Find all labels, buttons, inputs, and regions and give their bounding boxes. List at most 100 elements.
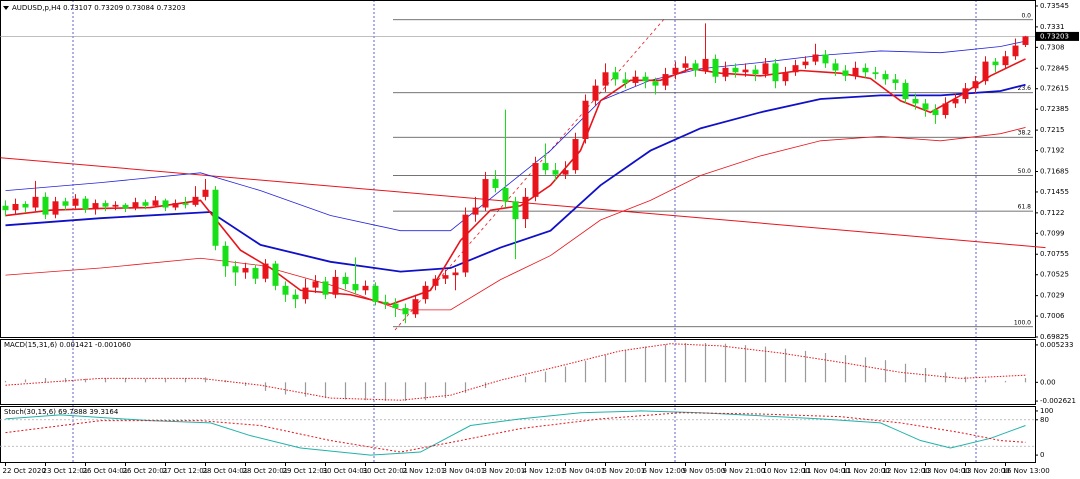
last-price-label: 0.73203	[1040, 32, 1069, 40]
x-tick-label: 13 Nov 20:00	[963, 467, 1010, 475]
candle-body	[12, 203, 19, 211]
candle-body	[442, 275, 449, 279]
y-tick-label: 0.71685	[1040, 167, 1069, 175]
candle-body	[882, 74, 889, 80]
candle-body	[272, 263, 279, 286]
menu-arrow[interactable]	[3, 6, 9, 10]
x-tick-label: 22 Oct 2020	[3, 467, 46, 475]
x-tick-label: 11 Nov 04:00	[803, 467, 850, 475]
x-tick-label: 29 Oct 12:01	[283, 467, 329, 475]
x-tick-label: 3 Nov 20:01	[483, 467, 526, 475]
candle-body	[1012, 45, 1019, 57]
x-tick-label: 30 Oct 04:01	[323, 467, 369, 475]
stoch-line	[5, 412, 1026, 453]
candle-body	[1022, 36, 1029, 45]
candle-body	[322, 281, 329, 295]
chart-title: AUDUSD,p,H4 0.73107 0.73209 0.73084 0.73…	[12, 4, 186, 12]
y-tick-label: 0.7122	[1040, 209, 1065, 217]
candle-body	[252, 268, 259, 279]
candle-body	[2, 205, 9, 211]
candle-body	[422, 285, 429, 300]
candle-body	[72, 198, 79, 206]
candle-body	[342, 276, 349, 285]
y-tick-label: 0.71455	[1040, 188, 1069, 196]
candle-body	[482, 179, 489, 208]
candle-body	[952, 98, 959, 104]
pane-borders	[0, 0, 1036, 463]
candle-body	[942, 103, 949, 115]
x-tick-label: 9 Nov 05:00	[683, 467, 726, 475]
candle-body	[232, 266, 239, 273]
y-tick-label: 0	[1040, 451, 1044, 459]
candle-body	[152, 200, 159, 206]
candle-body	[352, 284, 359, 291]
y-tick-label: 0.70755	[1040, 250, 1069, 258]
candle-body	[712, 58, 719, 77]
fib-label: 100.0	[1014, 319, 1031, 326]
y-tick-label: 0.69825	[1040, 333, 1069, 341]
candle-body	[302, 287, 309, 300]
y-tick-label: 0.73545	[1040, 2, 1069, 10]
x-tick-label: 23 Oct 12:01	[43, 467, 89, 475]
candle-body	[312, 281, 319, 288]
candle-body	[982, 61, 989, 82]
y-tick-label: 0.005233	[1040, 341, 1073, 349]
candle-body	[592, 85, 599, 101]
candle-body	[402, 308, 409, 315]
candle-body	[862, 67, 869, 73]
y-tick-label: 0.7331	[1040, 23, 1065, 31]
fib-label: 38.2	[1018, 130, 1032, 137]
x-tick-label: 9 Nov 21:00	[723, 467, 766, 475]
candle-body	[832, 63, 839, 71]
candle-body	[502, 187, 509, 202]
candle-body	[702, 58, 709, 71]
y-tick-label: 0.7029	[1040, 292, 1065, 300]
x-tick-label: 5 Nov 04:01	[563, 467, 606, 475]
candle-body	[812, 54, 819, 62]
candle-body	[132, 202, 139, 209]
candle-body	[182, 203, 189, 205]
y-tick-label: -0.002621	[1040, 397, 1076, 405]
y-tick-label: 80	[1040, 416, 1049, 424]
x-tick-label: 6 Nov 12:00	[643, 467, 686, 475]
candle-body	[852, 67, 859, 76]
candle-body	[162, 200, 169, 208]
candle-body	[792, 65, 799, 73]
candle-body	[992, 61, 999, 66]
x-tick-label: 4 Nov 12:01	[523, 467, 566, 475]
candle-body	[612, 72, 619, 80]
x-tick-label: 28 Oct 04:01	[203, 467, 249, 475]
candle-body	[22, 203, 29, 208]
candle-body	[292, 294, 299, 300]
y-tick-label: 100	[1040, 407, 1053, 415]
y-tick-label: 0.72845	[1040, 64, 1069, 72]
candle-body	[762, 63, 769, 75]
candle-body	[752, 69, 759, 75]
candle-body	[242, 268, 249, 273]
fib-label: 0.0	[1021, 12, 1031, 19]
candle-body	[472, 207, 479, 215]
candle-body	[372, 285, 379, 302]
candle-body	[1002, 56, 1009, 66]
indicator-line	[5, 83, 1026, 273]
candle-body	[392, 303, 399, 309]
candle-body	[172, 203, 179, 208]
candle-body	[822, 54, 829, 64]
x-tick-label: 16 Nov 13:00	[1003, 467, 1050, 475]
candle-body	[742, 69, 749, 73]
candle-body	[932, 109, 939, 115]
fib-label: 23.6	[1018, 85, 1032, 92]
macd-signal	[5, 343, 1026, 401]
candle-body	[732, 67, 739, 73]
candle-body	[602, 72, 609, 86]
candle-body	[462, 214, 469, 273]
candle-body	[122, 204, 129, 209]
candle-body	[892, 79, 899, 83]
candle-body	[542, 163, 549, 171]
candle-body	[632, 76, 639, 83]
y-tick-label: 0.72615	[1040, 85, 1069, 93]
candle-body	[532, 163, 539, 197]
